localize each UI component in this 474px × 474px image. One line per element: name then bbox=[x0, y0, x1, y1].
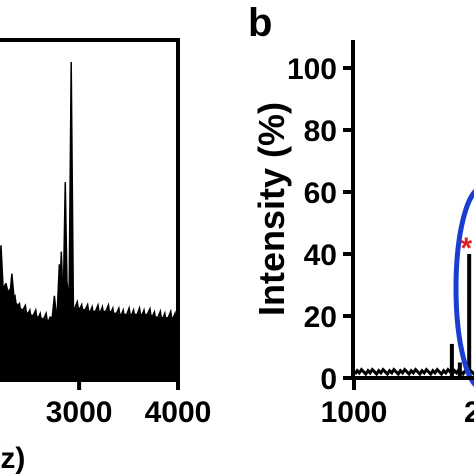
panel-b-y-ticks: 0 20 40 60 80 100 bbox=[287, 53, 353, 396]
panel-b-y-tick-label: 40 bbox=[304, 239, 337, 272]
panel-a-x-tick-label: 4000 bbox=[145, 396, 212, 429]
panel-a-peak bbox=[58, 251, 65, 315]
panel-a-peak bbox=[2, 283, 10, 295]
panel-b-label: b bbox=[248, 1, 272, 45]
panel-b-y-tick-label: 80 bbox=[304, 115, 337, 148]
panel-b-y-tick-label: 0 bbox=[320, 363, 337, 396]
panel-b-x-tick-label: 2 bbox=[464, 396, 474, 429]
panel-b-peak bbox=[467, 254, 472, 378]
panel-b-spectrum-series bbox=[353, 254, 474, 378]
panel-a-peak bbox=[51, 295, 58, 319]
panel-b-peak bbox=[449, 343, 454, 378]
panel-a-peak bbox=[68, 61, 75, 310]
panel-b-y-axis-label: Intensity (%) bbox=[251, 102, 292, 316]
panel-b-peak bbox=[457, 362, 462, 378]
panel-b-x-ticks: 1000 2 bbox=[321, 380, 474, 429]
panel-b-y-tick-label: 100 bbox=[287, 53, 337, 86]
panel-b-y-tick-label: 20 bbox=[304, 301, 337, 334]
panel-a-x-axis-label: /z) bbox=[0, 442, 25, 474]
panel-a-plot-frame bbox=[0, 38, 180, 382]
panel-a-x-tick-label: 3000 bbox=[46, 396, 113, 429]
panel-a-baseline-band bbox=[0, 288, 179, 379]
panel-b: b Intensity (%) * 0 20 40 60 80 100 1000 2 bbox=[248, 1, 474, 429]
panel-a-noise-line bbox=[0, 283, 179, 328]
panel-b-y-tick-label: 60 bbox=[304, 177, 337, 210]
panel-a-peak bbox=[62, 182, 69, 312]
panel-a: 3000 4000 /z) bbox=[0, 38, 212, 474]
panel-b-highlight-ellipse bbox=[453, 189, 474, 387]
panel-a-spectrum-series bbox=[0, 61, 179, 379]
panel-a-peak bbox=[0, 245, 4, 291]
panel-b-peak-asterisk: * bbox=[460, 232, 472, 265]
panel-a-x-ticks: 3000 4000 bbox=[46, 380, 212, 429]
panel-b-baseline-noise bbox=[353, 367, 474, 377]
panel-b-x-tick-label: 1000 bbox=[321, 396, 388, 429]
panel-a-peak bbox=[8, 273, 15, 300]
